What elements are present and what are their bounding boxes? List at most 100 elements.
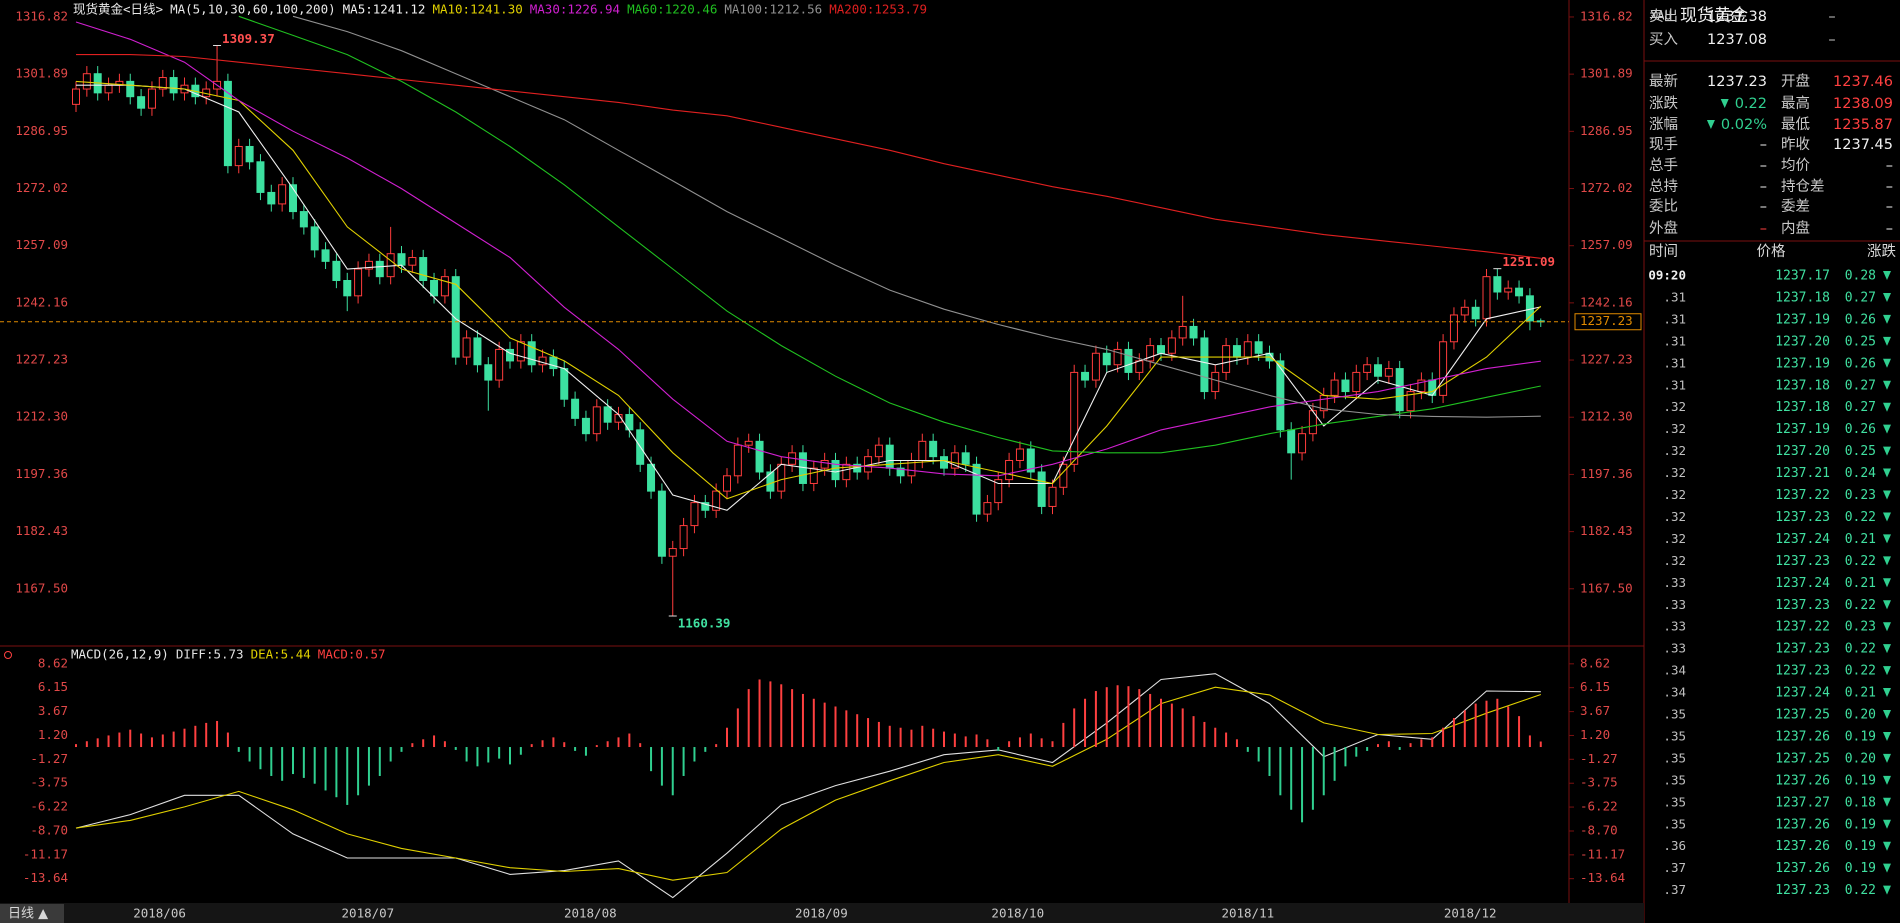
macd-bar	[1116, 685, 1119, 748]
tick-time: .32	[1663, 509, 1686, 524]
candle-body	[1146, 345, 1155, 362]
extreme-label: 1160.39	[678, 615, 731, 630]
macd-bar	[498, 747, 501, 759]
macd-bar	[1528, 735, 1531, 748]
quote-value: 1237.46	[1833, 74, 1893, 90]
quote-value: –	[1886, 221, 1893, 237]
period-tab[interactable]	[0, 904, 64, 923]
candle-body	[755, 440, 764, 473]
tick-time: .32	[1663, 421, 1686, 436]
macd-bar	[1311, 747, 1314, 810]
macd-bar	[335, 747, 338, 798]
candle-body	[1384, 368, 1393, 377]
tick-change: 0.27	[1845, 400, 1876, 415]
y-tick-label: 1257.09	[15, 237, 68, 252]
tick-price: 1237.20	[1775, 334, 1830, 349]
candle-body	[147, 88, 156, 109]
tick-arrow	[1883, 512, 1891, 522]
macd-bar	[389, 747, 392, 762]
macd-bar	[1018, 737, 1021, 748]
candle-body	[647, 463, 656, 492]
macd-bar	[1507, 706, 1510, 748]
quote-label: 委比	[1649, 198, 1678, 215]
candle-body	[1276, 360, 1285, 431]
tick-change: 0.19	[1845, 817, 1876, 832]
tick-header: 价格	[1757, 243, 1786, 260]
macd-bar	[801, 693, 804, 748]
tick-time: .36	[1663, 838, 1686, 853]
tick-arrow	[1883, 380, 1891, 390]
candle-body	[1232, 345, 1241, 358]
ma-line	[292, 15, 1541, 418]
tick-change: 0.28	[1845, 269, 1876, 284]
tick-price: 1237.25	[1775, 708, 1830, 723]
candle-body	[223, 80, 232, 167]
macd-bar	[1225, 732, 1228, 748]
tick-price: 1237.22	[1775, 488, 1830, 503]
tick-time: .35	[1663, 707, 1686, 722]
tick-arrow	[1883, 271, 1891, 280]
y-tick-label: 8.62	[1580, 655, 1610, 670]
macd-bar	[704, 747, 707, 752]
tick-arrow	[1883, 841, 1891, 851]
macd-bar	[194, 725, 197, 748]
tick-price: 1237.24	[1775, 532, 1830, 547]
quote-value: –	[1886, 179, 1893, 195]
macd-bar	[953, 733, 956, 748]
candle-body	[1417, 379, 1426, 393]
macd-bar	[172, 731, 175, 748]
candle-body	[1037, 471, 1046, 507]
macd-bar	[574, 747, 577, 751]
macd-bar	[1268, 747, 1271, 776]
candle-body	[267, 191, 276, 205]
tick-price: 1237.23	[1775, 598, 1830, 613]
y-tick-label: 1167.50	[15, 580, 68, 595]
macd-bar	[1539, 741, 1542, 748]
tick-price: 1237.19	[1775, 422, 1830, 437]
candle-body	[929, 440, 938, 458]
tick-price: 1237.27	[1775, 795, 1830, 810]
period-tab-label[interactable]: 日线 ▲	[8, 907, 48, 922]
macd-bar	[650, 747, 653, 772]
extreme-label: 1309.37	[222, 31, 275, 46]
macd-bar	[693, 747, 696, 762]
candle-body	[690, 502, 699, 527]
quote-label: 内盘	[1781, 219, 1810, 237]
tick-price: 1237.22	[1775, 620, 1830, 635]
candle-body	[473, 337, 482, 366]
legend-label: MA(5,10,30,60,100,200)	[170, 2, 336, 17]
tick-arrow	[1883, 666, 1891, 676]
y-tick-label: 1286.95	[1580, 123, 1633, 138]
macd-bar	[986, 739, 989, 748]
macd-bar	[997, 747, 1000, 751]
candle-body	[364, 260, 373, 270]
candle-body	[343, 280, 352, 297]
quote-label: 昨收	[1781, 136, 1810, 153]
candle-body	[158, 77, 167, 90]
y-tick-label: -11.17	[1580, 846, 1625, 861]
legend-label: 现货黄金<日线>	[73, 2, 163, 17]
y-tick-label: 1.20	[1580, 727, 1610, 742]
legend-label: MACD(26,12,9)	[71, 647, 169, 662]
y-tick-label: 6.15	[38, 679, 68, 694]
y-tick-label: 1212.30	[1580, 409, 1633, 424]
macd-bar	[1344, 747, 1347, 767]
quote-label: 总持	[1649, 178, 1678, 195]
tick-arrow	[1883, 292, 1891, 302]
tick-time: .32	[1663, 443, 1686, 458]
tick-time: .35	[1663, 816, 1686, 831]
candle-body	[1200, 337, 1209, 393]
y-tick-label: 1182.43	[1580, 523, 1633, 538]
tick-change: 0.22	[1845, 554, 1876, 569]
candle-body	[1493, 276, 1502, 293]
macd-bar	[1105, 687, 1108, 748]
quote-value: 1237.45	[1833, 137, 1893, 153]
tick-change: 0.26	[1845, 356, 1876, 371]
candle-body	[950, 452, 959, 469]
y-tick-label: 1227.23	[15, 352, 68, 367]
indicator-icon[interactable]	[4, 651, 12, 659]
candle-body	[1428, 379, 1437, 396]
tick-arrow	[1883, 424, 1891, 434]
x-tick-label: 2018/11	[1221, 906, 1274, 921]
macd-bar	[671, 747, 674, 796]
